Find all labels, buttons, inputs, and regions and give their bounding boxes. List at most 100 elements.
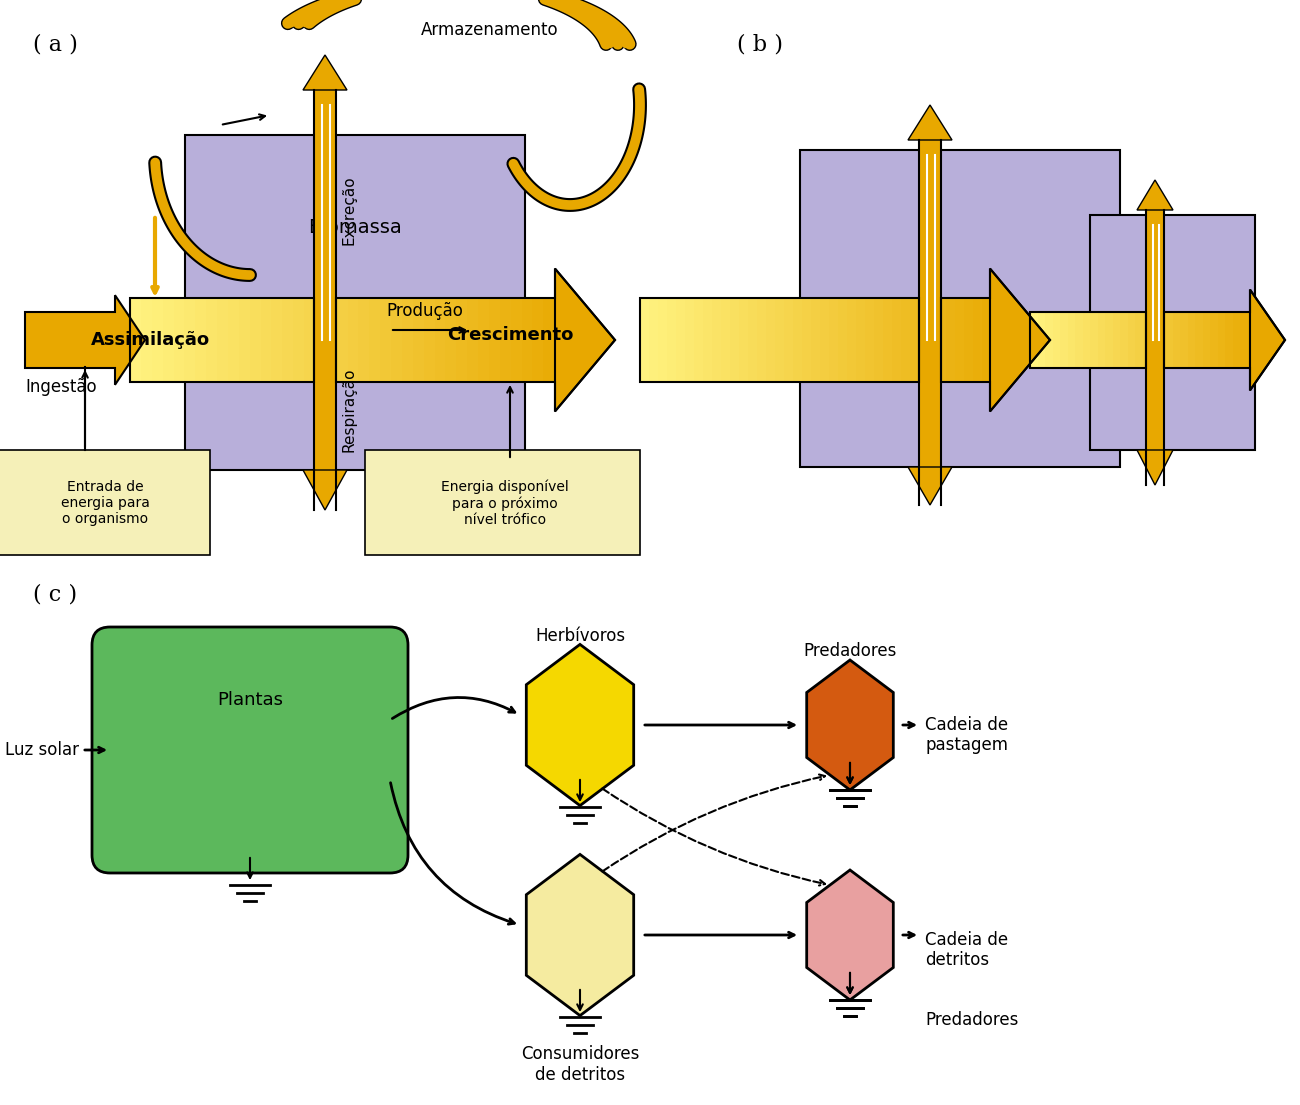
Text: Predadores: Predadores [926, 1011, 1018, 1029]
Polygon shape [807, 870, 893, 1000]
Bar [1187, 312, 1195, 368]
Bar [1210, 312, 1218, 368]
FancyBboxPatch shape [365, 450, 640, 555]
Bar [446, 298, 456, 382]
Bar [292, 298, 304, 382]
Bar [272, 298, 282, 382]
Polygon shape [526, 644, 633, 806]
Text: Plantas: Plantas [217, 691, 283, 709]
Bar [173, 298, 185, 382]
Bar [864, 298, 874, 382]
Bar [140, 298, 152, 382]
Bar [1030, 312, 1037, 368]
Bar [766, 298, 775, 382]
Bar [1143, 312, 1150, 368]
Text: Herbívoros: Herbívoros [534, 627, 625, 645]
Bar [533, 298, 543, 382]
Bar [456, 298, 467, 382]
Bar [820, 298, 829, 382]
Bar [1121, 312, 1127, 368]
Bar [326, 298, 337, 382]
Bar [1075, 312, 1083, 368]
Bar [1097, 312, 1105, 368]
Text: Energia disponível
para o próximo
nível trófico: Energia disponível para o próximo nível … [441, 480, 569, 527]
Bar [521, 298, 533, 382]
Bar [478, 298, 489, 382]
Bar [694, 298, 703, 382]
FancyBboxPatch shape [185, 135, 525, 320]
Bar [369, 298, 380, 382]
Text: Predadores: Predadores [803, 642, 897, 660]
Bar [838, 298, 848, 382]
Bar [793, 298, 802, 382]
Bar [658, 298, 667, 382]
Bar [391, 298, 402, 382]
Bar [315, 90, 335, 340]
Bar [649, 298, 658, 382]
Polygon shape [1138, 450, 1173, 485]
Text: Respiração: Respiração [341, 368, 356, 452]
Bar [640, 298, 649, 382]
Bar [511, 298, 521, 382]
Bar [892, 298, 901, 382]
Bar [991, 298, 1000, 382]
Bar [919, 140, 941, 340]
Bar [1127, 312, 1135, 368]
Bar [874, 298, 883, 382]
Bar [1240, 312, 1248, 368]
Text: Cadeia de
pastagem: Cadeia de pastagem [926, 716, 1008, 755]
Bar [554, 298, 566, 382]
Bar [499, 298, 511, 382]
Bar [965, 298, 972, 382]
Bar [489, 298, 499, 382]
Bar [946, 298, 956, 382]
Polygon shape [303, 470, 347, 511]
Bar [685, 298, 694, 382]
Polygon shape [25, 295, 146, 385]
Polygon shape [526, 854, 633, 1015]
Bar [982, 298, 991, 382]
Bar [1157, 312, 1165, 368]
Bar [747, 298, 757, 382]
Bar [260, 298, 272, 382]
Text: ( a ): ( a ) [32, 34, 78, 56]
Bar [152, 298, 162, 382]
Bar [712, 298, 722, 382]
Bar [1135, 312, 1143, 368]
Bar [784, 298, 793, 382]
FancyBboxPatch shape [1089, 345, 1254, 450]
Text: Entrada de
energia para
o organismo: Entrada de energia para o organismo [61, 480, 150, 526]
Bar [467, 298, 478, 382]
Bar [937, 298, 946, 382]
Bar [434, 298, 446, 382]
Bar [1225, 312, 1232, 368]
Text: Assimilação: Assimilação [91, 332, 209, 349]
Bar [185, 298, 195, 382]
Bar [282, 298, 293, 382]
Bar [217, 298, 228, 382]
Text: Armazenamento: Armazenamento [421, 21, 559, 39]
Bar [337, 298, 347, 382]
Bar [1083, 312, 1089, 368]
Bar [883, 298, 892, 382]
Bar [1180, 312, 1187, 368]
Bar [928, 298, 937, 382]
Bar [239, 298, 250, 382]
Bar [775, 298, 784, 382]
Bar [543, 298, 554, 382]
Bar [956, 298, 965, 382]
Text: Ingestão: Ingestão [25, 378, 96, 396]
Bar [304, 298, 315, 382]
Bar [1173, 312, 1180, 368]
Text: ( b ): ( b ) [737, 34, 783, 56]
FancyBboxPatch shape [1089, 215, 1254, 320]
Bar [402, 298, 413, 382]
Bar [413, 298, 424, 382]
FancyBboxPatch shape [800, 150, 1121, 320]
Bar [731, 298, 738, 382]
Bar [1067, 312, 1075, 368]
Bar [972, 298, 982, 382]
Polygon shape [807, 660, 893, 790]
Bar [227, 298, 239, 382]
Bar [1147, 340, 1164, 450]
